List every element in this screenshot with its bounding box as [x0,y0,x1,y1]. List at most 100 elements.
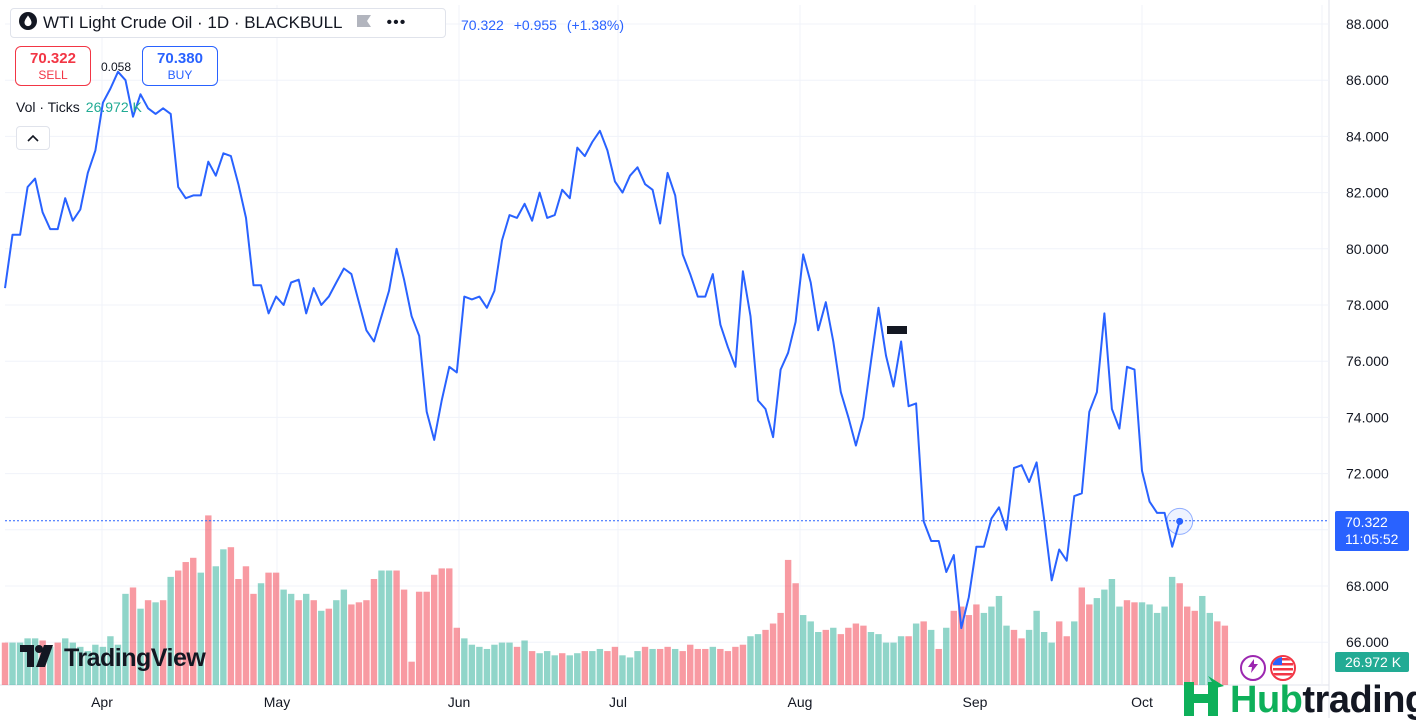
time-tick-label: Jun [448,694,471,710]
flag-icon[interactable] [356,14,372,33]
spread-value: 0.058 [101,60,132,74]
volume-bar [476,646,483,685]
price-tick-label: 72.000 [1346,466,1389,482]
symbol-legend[interactable]: WTI Light Crude Oil · 1D · BLACKBULL ••• [10,8,446,38]
volume-bar [822,629,829,685]
volume-bar [1199,595,1206,685]
volume-bar [159,600,167,685]
volume-bar [551,655,558,685]
volume-bar [468,644,476,685]
volume-bar [174,570,182,685]
volume-bar [318,610,325,685]
volume-bar [129,587,137,685]
time-tick-label: Jul [609,694,627,710]
volume-bar [943,627,950,685]
volume-legend-label: Vol · Ticks [16,99,80,115]
volume-bar [611,646,619,685]
volume-bar [860,625,867,685]
volume-bar [634,651,641,685]
volume-bar [408,661,415,685]
volume-bar [521,640,528,685]
volume-bar [1010,629,1018,685]
volume-bar [656,648,664,685]
lightning-button[interactable] [1240,655,1266,681]
price-tick-label: 82.000 [1346,185,1389,201]
volume-bar [702,648,709,685]
price-tick-label: 88.000 [1346,16,1389,32]
volume-bar [325,608,332,685]
volume-bar [920,621,927,685]
volume-bar [619,655,626,685]
volume-bar [137,608,144,685]
volume-bar [852,623,860,685]
collapse-button[interactable] [16,126,50,150]
tradingview-logo-text: TradingView [64,644,206,672]
bar-countdown: 11:05:52 [1345,531,1399,547]
lightning-icon [1247,658,1259,678]
quote-line: 70.322 +0.955 (+1.38%) [461,17,630,33]
volume-bar [747,636,754,685]
volume-bar [212,566,220,685]
volume-bar [739,644,747,685]
volume-bar [310,600,317,685]
volume-bar [190,557,197,685]
hubtrading-logo-text: Hubtrading [1230,679,1416,721]
sell-label: SELL [38,68,68,82]
hubtrading-logo-hub: Hub [1230,678,1303,721]
volume-bar [1206,612,1213,685]
volume-bar [559,653,566,685]
volume-bar [784,559,792,685]
volume-bar [340,589,348,685]
us-flag-icon [1273,657,1293,679]
volume-bar [769,623,777,685]
quote-change: +0.955 [513,17,557,33]
volume-bar [958,606,965,685]
volume-legend-value: 26.972 K [85,99,142,115]
sell-button[interactable]: 70.322 SELL [15,46,91,86]
volume-bar [333,600,340,685]
price-tick-label: 80.000 [1346,241,1389,257]
volume-bar [596,648,604,685]
more-icon[interactable]: ••• [386,14,407,31]
time-tick-label: Apr [91,694,113,710]
us-flag-button[interactable] [1270,655,1296,681]
volume-bar [16,642,24,685]
time-tick-label: Oct [1131,694,1153,710]
volume-bar [461,638,468,685]
volume-bar [671,648,679,685]
volume-bar [144,600,152,685]
volume-bar [995,595,1003,685]
volume-bar [363,600,370,685]
volume-bar [965,615,973,685]
axes: 88.000 86.000 84.000 82.000 80.000 78.000 76.0… [91,16,1389,710]
tradingview-logo[interactable]: TradingView [20,644,206,673]
price-tick-label: 84.000 [1346,128,1389,144]
chevron-up-icon [27,129,39,147]
volume-bar [754,634,762,685]
volume-bar [370,579,378,685]
volume-bar [1146,604,1153,685]
volume-bar [114,644,122,685]
volume-legend: Vol · Ticks 26.972 K [16,99,142,115]
volume-bar [491,644,498,685]
price-tick-label: 74.000 [1346,409,1389,425]
volume-bar [1191,610,1198,685]
volume-bar [935,648,942,685]
volume-bar [566,655,573,685]
volume-bar [295,600,302,685]
time-tick-label: Sep [963,694,988,710]
time-tick-label: May [264,694,290,710]
price-tick-label: 78.000 [1346,297,1389,313]
volume-bar [988,606,995,685]
volume-bar [1018,638,1025,685]
volume-bar [205,515,212,685]
sell-price: 70.322 [30,50,76,67]
volume-bar [513,646,521,685]
volume-bar [604,651,611,685]
volume-bar [732,646,739,685]
volume-bar [980,612,988,685]
volume-bar [1,642,9,685]
volume-bar [446,568,453,685]
buy-button[interactable]: 70.380 BUY [142,46,218,86]
